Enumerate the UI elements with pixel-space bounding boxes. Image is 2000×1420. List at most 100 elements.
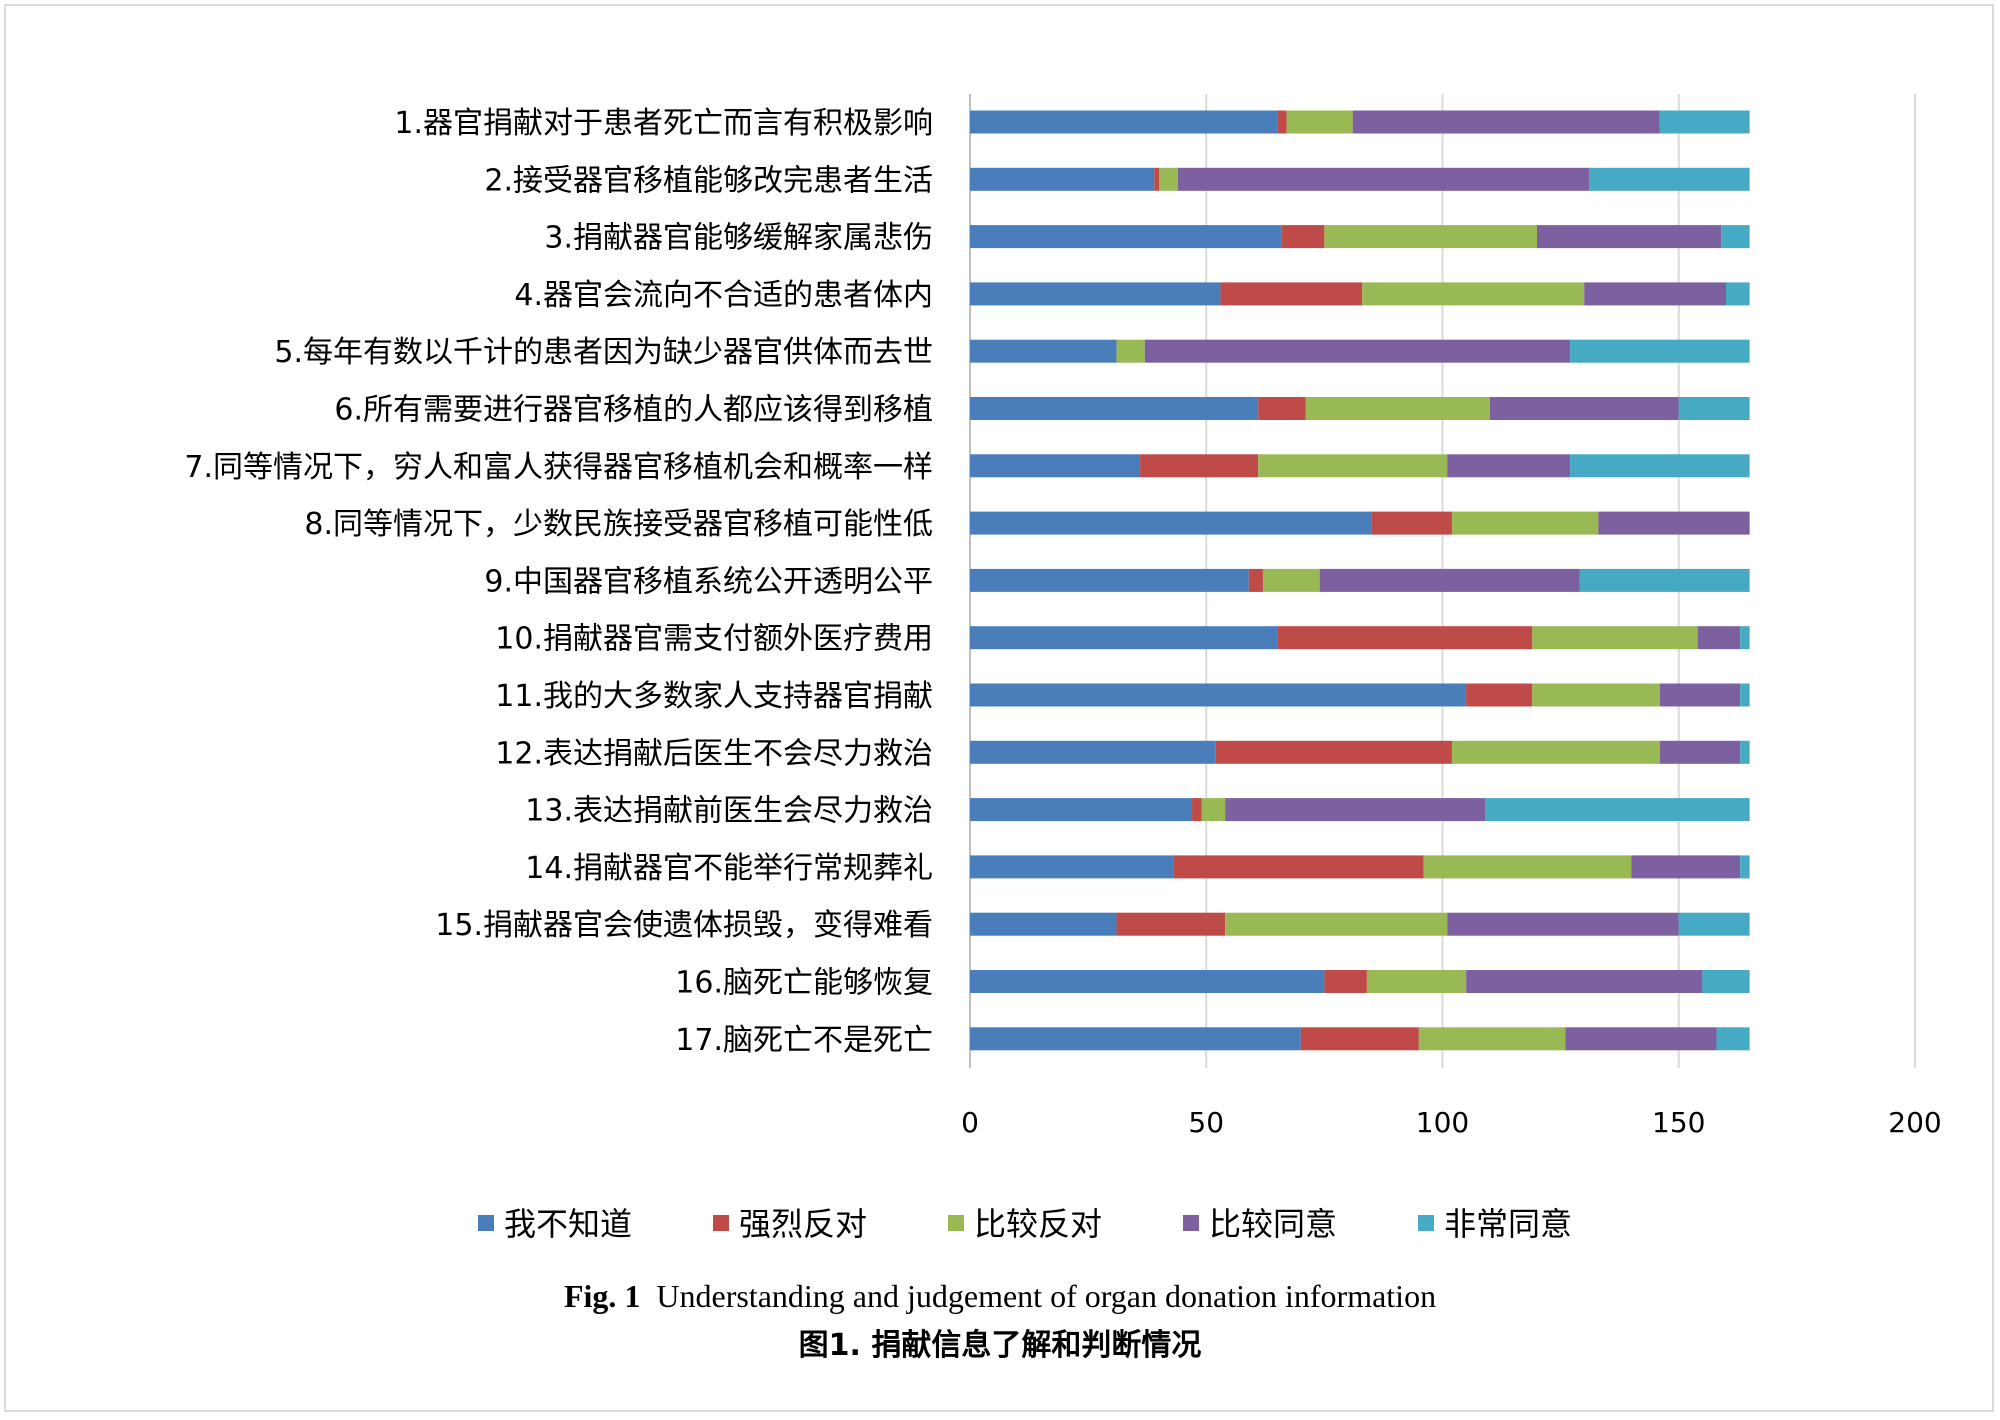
bar-segment	[970, 855, 1174, 879]
legend-label: 比较同意	[1209, 1205, 1337, 1243]
bar-segment	[1140, 454, 1259, 478]
legend-swatch	[713, 1215, 729, 1231]
category-label: 9.中国器官移植系统公开透明公平	[484, 564, 933, 599]
bar-segment	[1324, 225, 1537, 249]
bar-segment	[1447, 454, 1571, 478]
bar-segment	[1371, 511, 1452, 535]
bar-segment	[1366, 970, 1467, 993]
category-label: 12.表达捐献后医生不会尽力救治	[495, 736, 933, 771]
bar-segment	[1144, 339, 1571, 363]
category-label: 5.每年有数以千计的患者因为缺少器官供体而去世	[274, 335, 933, 370]
bar-segment	[970, 397, 1259, 420]
bar-segment	[1721, 225, 1750, 249]
bar-segment	[970, 626, 1278, 650]
category-label: 14.捐献器官不能举行常规葬礼	[525, 851, 933, 886]
bar-segment	[1159, 167, 1178, 191]
bar-segment	[1466, 683, 1533, 707]
bar-segment	[1570, 454, 1750, 478]
bar-segment	[1300, 1027, 1419, 1051]
bar-segment	[1702, 970, 1750, 993]
bar-segment	[1173, 855, 1424, 879]
bar-segment	[1489, 397, 1679, 420]
caption-figure-number: Fig. 1	[563, 1278, 641, 1314]
caption-english: Fig. 1 Understanding and judgement of or…	[0, 1278, 2000, 1315]
bar-segment	[1570, 339, 1750, 363]
bar-segment	[1678, 397, 1750, 420]
bar-segment	[970, 454, 1141, 478]
bar-segment	[1466, 970, 1703, 993]
legend-label: 强烈反对	[739, 1205, 867, 1243]
category-label: 17.脑死亡不是死亡	[675, 1023, 933, 1058]
bar-segment	[1258, 454, 1448, 478]
legend-swatch	[1183, 1215, 1199, 1231]
bar-segment	[1248, 568, 1263, 592]
x-tick-label: 100	[1416, 1106, 1469, 1139]
bar-segment	[1262, 568, 1320, 592]
x-tick-label: 50	[1188, 1106, 1224, 1139]
bar-segment	[1726, 282, 1750, 306]
legend-label: 比较反对	[974, 1205, 1102, 1243]
bar-segment	[1215, 740, 1452, 764]
bar-segment	[1154, 167, 1159, 191]
category-labels: 1.器官捐献对于患者死亡而言有积极影响 2.接受器官移植能够改完患者生活 3.捐献器…	[184, 106, 933, 1058]
bar-segment	[1225, 798, 1486, 822]
bar-segment	[970, 282, 1221, 306]
bar-segment	[970, 970, 1325, 993]
category-label: 15.捐献器官会使遗体损毁，变得难看	[435, 908, 933, 943]
bar-segment	[970, 167, 1155, 191]
legend: 我不知道 强烈反对 比较反对 比较同意 非常同意	[478, 1205, 1572, 1243]
bar-segment	[1532, 626, 1698, 650]
bar-segment	[1678, 912, 1750, 936]
bar-segment	[1319, 568, 1580, 592]
bar-segment	[1447, 912, 1679, 936]
bar-segment	[1362, 282, 1585, 306]
bar-segment	[1201, 798, 1226, 822]
bar-segment	[1423, 855, 1632, 879]
legend-swatch	[1418, 1215, 1434, 1231]
bar-segment	[1740, 855, 1750, 879]
bar-segment	[1584, 282, 1726, 306]
legend-label: 非常同意	[1444, 1205, 1572, 1243]
bar-segment	[970, 740, 1216, 764]
category-label: 13.表达捐献前医生会尽力救治	[525, 794, 933, 829]
legend-swatch	[478, 1215, 494, 1231]
legend-swatch	[948, 1215, 964, 1231]
bar-segment	[1116, 339, 1145, 363]
bar-segment	[1277, 626, 1533, 650]
legend-label: 我不知道	[504, 1205, 632, 1243]
category-label: 16.脑死亡能够恢复	[675, 966, 933, 1001]
bar-segment	[1305, 397, 1490, 420]
bar-segment	[1716, 1027, 1750, 1051]
bar-segment	[1740, 740, 1750, 764]
bar-segment	[970, 568, 1249, 592]
category-label: 6.所有需要进行器官移植的人都应该得到移植	[334, 393, 933, 428]
bar-segment	[1659, 740, 1741, 764]
bar-segment	[1451, 740, 1660, 764]
bar-segment	[1192, 798, 1202, 822]
category-label: 2.接受器官移植能够改完患者生活	[484, 163, 933, 198]
bar-segment	[1352, 110, 1660, 134]
bar-segment	[1659, 683, 1741, 707]
category-label: 3.捐献器官能够缓解家属悲伤	[544, 221, 933, 256]
bar-segment	[1740, 626, 1750, 650]
bar-segment	[1537, 225, 1722, 249]
bar-segment	[1565, 1027, 1717, 1051]
bar-segment	[970, 1027, 1301, 1051]
bar-segment	[1324, 970, 1367, 993]
bar-segment	[970, 339, 1117, 363]
category-label: 7.同等情况下，穷人和富人获得器官移植机会和概率一样	[184, 450, 933, 485]
bar-segment	[1588, 167, 1750, 191]
category-label: 10.捐献器官需支付额外医疗费用	[495, 622, 933, 657]
bar-segment	[1286, 110, 1353, 134]
tick-labels: 0 50 100 150 200	[961, 1106, 1942, 1139]
x-tick-label: 150	[1652, 1106, 1705, 1139]
bar-segment	[1659, 110, 1750, 134]
bars	[970, 110, 1750, 1051]
bar-segment	[1697, 626, 1741, 650]
bar-segment	[1281, 225, 1325, 249]
x-tick-label: 200	[1888, 1106, 1941, 1139]
bar-segment	[970, 683, 1467, 707]
bar-segment	[1225, 912, 1448, 936]
bar-segment	[1418, 1027, 1566, 1051]
bar-segment	[1451, 511, 1599, 535]
